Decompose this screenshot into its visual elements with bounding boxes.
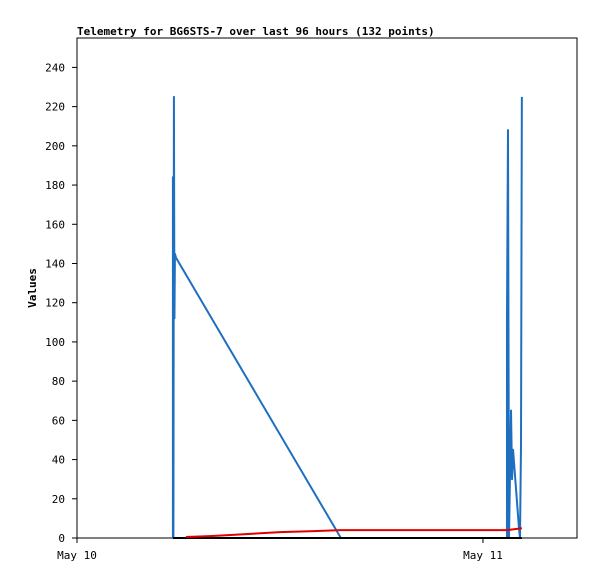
series-line bbox=[171, 95, 523, 539]
plot-frame bbox=[76, 37, 578, 539]
y-tick-label: 140 bbox=[45, 257, 65, 270]
y-tick-label: 20 bbox=[52, 493, 65, 506]
y-tick-label: 60 bbox=[52, 414, 65, 427]
y-tick-label: 180 bbox=[45, 179, 65, 192]
y-tick-label: 80 bbox=[52, 375, 65, 388]
y-tick-label: 160 bbox=[45, 218, 65, 231]
y-tick-label: 100 bbox=[45, 336, 65, 349]
series-line bbox=[185, 527, 522, 539]
y-tick-label: 200 bbox=[45, 140, 65, 153]
chart-title: Telemetry for BG6STS-7 over last 96 hour… bbox=[77, 25, 435, 38]
y-tick-label: 240 bbox=[45, 61, 65, 74]
y-tick-label: 40 bbox=[52, 454, 65, 467]
y-tick-label: 0 bbox=[58, 532, 65, 545]
y-tick-label: 220 bbox=[45, 101, 65, 114]
x-tick-label: May 10 bbox=[57, 549, 97, 562]
y-tick-label: 120 bbox=[45, 297, 65, 310]
x-tick-label: May 11 bbox=[463, 549, 503, 562]
y-axis-label: Values bbox=[26, 268, 39, 308]
